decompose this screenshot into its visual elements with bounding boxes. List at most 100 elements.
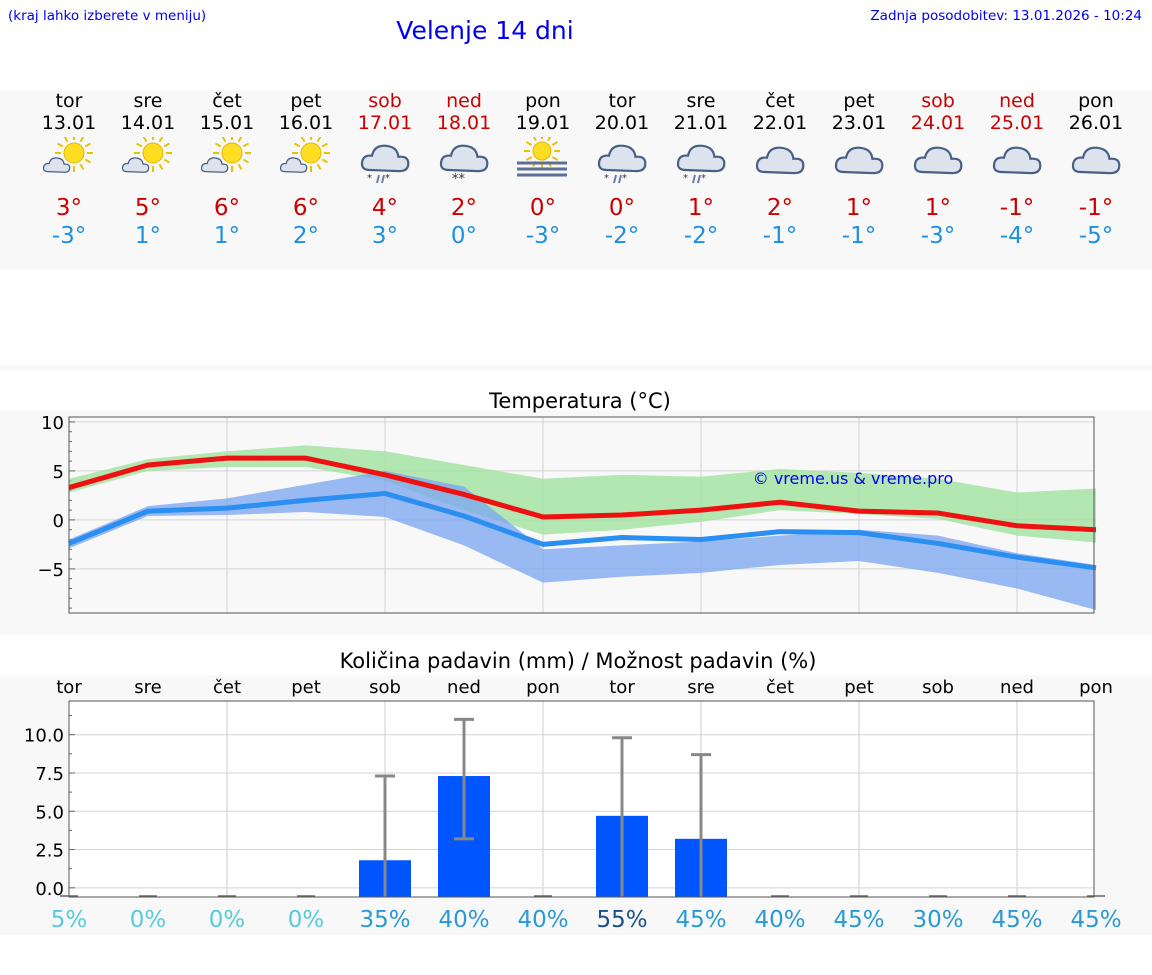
x-tick-label: ned <box>447 677 481 698</box>
max-temperature: 1° <box>845 195 873 221</box>
temperature-chart-title: Temperatura (°C) <box>488 389 671 413</box>
cloud-icon <box>740 134 820 194</box>
day-date: 24.01 <box>910 112 966 134</box>
min-temperature: -2° <box>683 223 719 249</box>
svg-text:*: * <box>683 173 688 184</box>
min-temperature: 3° <box>371 223 399 249</box>
day-name: čet <box>212 90 242 112</box>
x-tick-label: tor <box>56 677 82 698</box>
last-updated: Zadnja posodobitev: 13.01.2026 - 10:24 <box>870 8 1142 24</box>
max-temperature: 0° <box>529 195 557 221</box>
y-tick-label: 2.5 <box>35 841 64 862</box>
svg-text:**: ** <box>452 172 466 187</box>
precipitation-probability: 55% <box>596 907 647 933</box>
precipitation-plot-area <box>69 701 1094 897</box>
precipitation-plot-frame <box>68 700 1095 898</box>
day-date: 21.01 <box>673 112 729 134</box>
y-tick-label: 0.0 <box>35 879 64 900</box>
min-temperature: 1° <box>134 223 162 249</box>
svg-text:*: * <box>385 173 390 184</box>
min-temperature: -4° <box>999 223 1035 249</box>
day-date: 17.01 <box>357 112 413 134</box>
day-date: 26.01 <box>1068 112 1124 134</box>
svg-text:*: * <box>622 173 627 184</box>
x-tick-label: pon <box>526 677 560 698</box>
precipitation-probability: 45% <box>675 907 726 933</box>
x-tick-label: pon <box>1079 677 1113 698</box>
day-column: ned 18.01 ** 2° 0° <box>424 90 504 250</box>
day-date: 25.01 <box>989 112 1045 134</box>
cloud-icon <box>1056 134 1136 194</box>
min-temperature: 0° <box>450 223 478 249</box>
min-temperature: -1° <box>841 223 877 249</box>
day-column: tor 20.01 * * 0° -2° <box>582 90 662 250</box>
max-temperature: 1° <box>687 195 715 221</box>
precipitation-probability: 0% <box>130 907 167 933</box>
y-tick-label: 10 <box>41 413 64 434</box>
page-title: Velenje 14 dni <box>396 16 574 45</box>
day-name: tor <box>608 90 636 112</box>
sun-cloud-icon <box>29 134 109 194</box>
day-column: sre 14.01 5° 1° <box>108 90 188 250</box>
daily-forecast-strip: tor 13.01 3° -3° sre 14.01 5° 1° čet 15.01 6° 1° pet… <box>0 90 1152 270</box>
day-date: 18.01 <box>436 112 492 134</box>
precipitation-probability: 45% <box>991 907 1042 933</box>
x-tick-label: čet <box>213 677 241 698</box>
min-temperature: -1° <box>762 223 798 249</box>
day-date: 15.01 <box>199 112 255 134</box>
day-name: sob <box>921 90 955 112</box>
max-temperature: 5° <box>134 195 162 221</box>
y-tick-label: 0 <box>53 511 64 532</box>
day-name: tor <box>55 90 83 112</box>
y-tick-label: 5.0 <box>35 802 64 823</box>
day-column: ned 25.01 -1° -4° <box>977 90 1057 250</box>
day-name: sre <box>133 90 163 112</box>
day-date: 13.01 <box>41 112 97 134</box>
sun-fog-icon <box>503 134 583 194</box>
x-tick-label: pet <box>291 677 321 698</box>
max-temperature: -1° <box>999 195 1035 221</box>
day-date: 20.01 <box>594 112 650 134</box>
x-tick-label: tor <box>609 677 635 698</box>
max-temperature: 1° <box>924 195 952 221</box>
sun-cloud-icon <box>266 134 346 194</box>
precipitation-probability: 35% <box>359 907 410 933</box>
max-temperature: 6° <box>292 195 320 221</box>
sun-cloud-icon <box>187 134 267 194</box>
day-name: pon <box>1078 90 1114 112</box>
day-column: sob 24.01 1° -3° <box>898 90 978 250</box>
temperature-title-bg <box>0 370 1152 410</box>
precipitation-probability: 40% <box>517 907 568 933</box>
max-temperature-band <box>69 445 1096 543</box>
cloud-icon <box>819 134 899 194</box>
day-column: sob 17.01 * * 4° 3° <box>345 90 425 250</box>
day-name: sob <box>368 90 402 112</box>
cloud-sleet-icon: * * <box>661 134 741 194</box>
x-tick-label: sre <box>134 677 161 698</box>
precipitation-probability: 45% <box>1070 907 1121 933</box>
precipitation-probability: 40% <box>754 907 805 933</box>
max-temperature: 4° <box>371 195 399 221</box>
precipitation-probability: 0% <box>209 907 246 933</box>
day-name: sre <box>686 90 716 112</box>
min-temperature: -3° <box>920 223 956 249</box>
min-temperature: -2° <box>604 223 640 249</box>
day-date: 14.01 <box>120 112 176 134</box>
x-tick-label: sre <box>687 677 714 698</box>
min-temperature-line <box>68 490 1097 571</box>
max-temperature: 3° <box>55 195 83 221</box>
day-name: čet <box>765 90 795 112</box>
min-temperature: 1° <box>213 223 241 249</box>
day-name: pet <box>290 90 322 112</box>
min-temperature: 2° <box>292 223 320 249</box>
day-column: čet 22.01 2° -1° <box>740 90 820 250</box>
temperature-plot-frame <box>68 416 1095 614</box>
svg-text:*: * <box>604 173 609 184</box>
max-temperature: -1° <box>1078 195 1114 221</box>
svg-text:*: * <box>701 173 706 184</box>
day-column: pet 16.01 6° 2° <box>266 90 346 250</box>
cloud-icon <box>977 134 1057 194</box>
cloud-icon <box>898 134 978 194</box>
cloud-sleet-icon: * * <box>582 134 662 194</box>
